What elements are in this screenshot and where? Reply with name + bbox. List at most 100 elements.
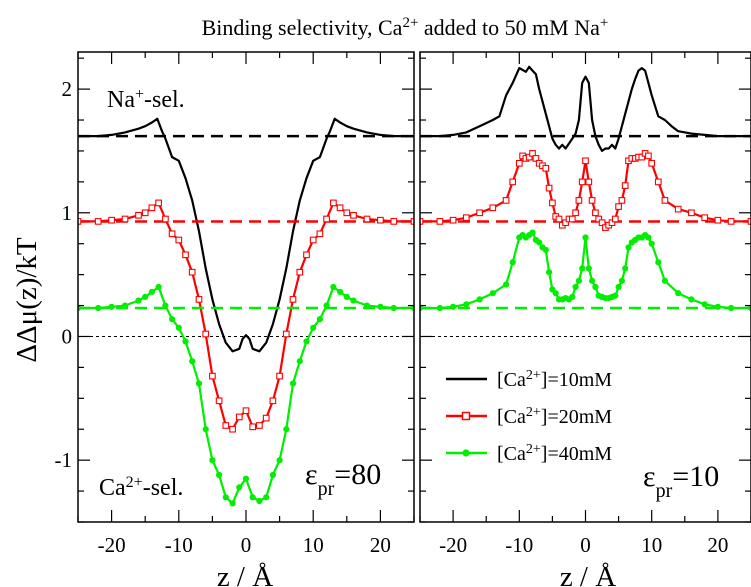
data-point-square: [222, 422, 230, 429]
data-point-square: [330, 199, 337, 207]
plot-frame: [77, 51, 415, 523]
data-point-square: [296, 268, 304, 276]
data-point-square: [449, 216, 457, 224]
data-point-square: [303, 251, 310, 259]
data-point-circle: [714, 303, 722, 310]
legend-label-20mM: [Ca2+]=20mM: [497, 405, 612, 429]
data-point-circle: [585, 265, 592, 272]
data-point-circle: [78, 304, 82, 312]
data-point-square: [390, 218, 398, 225]
data-point-circle: [615, 283, 622, 291]
data-point-circle: [572, 283, 579, 291]
legend-entry-10mM: [Ca2+]=10mM: [446, 368, 612, 392]
data-point-circle: [509, 259, 516, 266]
data-point-square: [209, 372, 216, 380]
data-point-square: [343, 209, 351, 217]
x-axis-label-right: z / Å: [560, 561, 616, 587]
data-point-circle: [195, 380, 203, 387]
data-point-square: [121, 215, 129, 223]
data-point-square: [215, 397, 223, 405]
data-point-circle: [436, 304, 443, 312]
data-point-square: [701, 214, 709, 222]
y-tick-label: -1: [55, 448, 73, 472]
data-point-square: [135, 211, 142, 219]
data-point-square: [674, 205, 682, 213]
data-point-circle: [503, 281, 510, 288]
data-point-circle: [579, 265, 586, 272]
data-point-square: [648, 159, 656, 167]
data-point-circle: [310, 324, 317, 331]
plot-area: [78, 117, 414, 507]
data-point-circle: [296, 358, 303, 365]
data-point-square: [195, 296, 203, 303]
data-point-circle: [463, 301, 470, 308]
data-point-square: [502, 197, 510, 204]
data-point-circle: [189, 358, 196, 365]
data-point-square: [618, 197, 626, 204]
data-point-square: [592, 209, 599, 217]
data-point-circle: [135, 297, 142, 304]
data-point-circle: [410, 304, 414, 312]
data-point-square: [645, 152, 652, 160]
data-point-square: [615, 203, 622, 210]
data-point-square: [542, 164, 550, 172]
data-point-circle: [661, 277, 669, 284]
data-point-square: [309, 236, 317, 244]
data-point-square: [229, 425, 236, 433]
y-axis-label: ΔΔμ(z)/kT: [11, 237, 43, 363]
data-point-square: [489, 204, 497, 212]
x-tick-label: 20: [370, 533, 391, 557]
eps-label-right: εpr=10: [643, 460, 719, 502]
data-point-circle: [701, 301, 708, 308]
y-tick-label: 0: [62, 324, 73, 348]
data-point-square: [582, 157, 589, 165]
data-point-circle: [529, 229, 536, 236]
data-point-circle: [323, 302, 330, 309]
data-point-square: [727, 218, 735, 225]
data-point-circle: [350, 297, 357, 304]
data-point-circle: [242, 475, 250, 482]
data-point-circle: [645, 234, 652, 241]
data-point-circle: [289, 380, 297, 387]
data-point-circle: [363, 302, 371, 309]
x-tick-label: 20: [707, 533, 728, 557]
data-point-circle: [542, 246, 549, 253]
data-point-square: [575, 197, 583, 204]
legend-label-10mM: [Ca2+]=10mM: [497, 368, 612, 392]
data-point-circle: [377, 303, 384, 310]
data-point-square: [562, 219, 569, 227]
data-point-square: [108, 216, 115, 224]
data-point-circle: [675, 290, 682, 297]
data-point-circle: [622, 265, 629, 272]
data-point-square: [242, 407, 250, 415]
data-point-square: [182, 251, 189, 259]
x-tick-label: -20: [98, 533, 126, 557]
data-point-square: [148, 204, 156, 212]
data-point-square: [168, 230, 176, 238]
data-point-square: [611, 215, 619, 223]
data-point-circle: [222, 494, 229, 501]
plot-area: [420, 65, 751, 312]
legend-marker-40mM: [462, 449, 470, 457]
data-point-square: [141, 209, 149, 217]
data-point-circle: [209, 457, 216, 464]
data-point-square: [269, 397, 277, 405]
data-point-circle: [249, 494, 256, 501]
data-point-square: [350, 211, 357, 219]
data-point-square: [462, 214, 470, 222]
data-point-square: [436, 218, 444, 225]
data-point-circle: [121, 302, 129, 309]
data-point-square: [747, 218, 751, 225]
na-sel-annotation: Na+-sel.: [107, 86, 185, 114]
data-point-square: [714, 216, 722, 224]
data-point-circle: [216, 471, 223, 479]
data-point-circle: [489, 290, 496, 297]
data-point-circle: [142, 293, 149, 300]
data-point-circle: [269, 471, 276, 479]
data-point-square: [155, 199, 162, 207]
data-point-square: [529, 150, 536, 157]
data-point-circle: [655, 259, 662, 266]
data-point-circle: [648, 240, 655, 247]
